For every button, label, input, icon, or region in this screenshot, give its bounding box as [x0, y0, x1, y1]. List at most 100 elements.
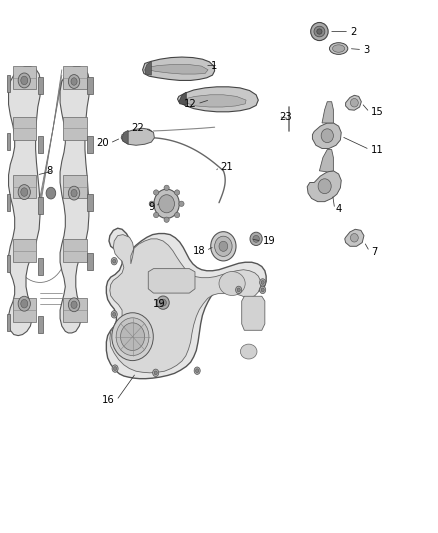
Ellipse shape — [261, 288, 264, 292]
Ellipse shape — [18, 73, 30, 88]
Polygon shape — [145, 61, 151, 75]
Polygon shape — [13, 175, 35, 198]
Ellipse shape — [350, 99, 358, 107]
Ellipse shape — [113, 260, 116, 263]
Ellipse shape — [240, 344, 257, 359]
Ellipse shape — [71, 189, 77, 197]
Ellipse shape — [260, 279, 266, 286]
Ellipse shape — [157, 296, 169, 309]
Polygon shape — [63, 239, 87, 262]
Ellipse shape — [311, 22, 328, 41]
Polygon shape — [13, 66, 35, 90]
Polygon shape — [122, 131, 128, 144]
Ellipse shape — [112, 365, 118, 372]
Ellipse shape — [153, 190, 159, 195]
Ellipse shape — [154, 371, 157, 375]
Ellipse shape — [152, 369, 159, 376]
Polygon shape — [242, 296, 265, 330]
Text: 4: 4 — [336, 204, 342, 214]
Polygon shape — [121, 128, 154, 146]
Ellipse shape — [179, 201, 184, 206]
Ellipse shape — [164, 217, 169, 222]
Polygon shape — [38, 77, 43, 94]
Text: 7: 7 — [371, 247, 377, 256]
Polygon shape — [87, 194, 93, 211]
Text: 8: 8 — [47, 166, 53, 176]
Polygon shape — [346, 95, 361, 110]
Polygon shape — [106, 228, 266, 378]
Ellipse shape — [18, 296, 30, 311]
Polygon shape — [322, 102, 333, 123]
Ellipse shape — [253, 236, 259, 243]
Ellipse shape — [219, 271, 245, 295]
Ellipse shape — [350, 233, 358, 242]
Ellipse shape — [112, 313, 153, 361]
Ellipse shape — [21, 188, 28, 196]
Ellipse shape — [174, 190, 180, 195]
Ellipse shape — [237, 288, 240, 292]
Polygon shape — [87, 136, 93, 153]
Ellipse shape — [153, 212, 159, 217]
Polygon shape — [184, 95, 246, 107]
Ellipse shape — [194, 367, 200, 374]
Ellipse shape — [71, 78, 77, 85]
Polygon shape — [38, 317, 43, 334]
Polygon shape — [312, 123, 341, 149]
Polygon shape — [7, 314, 11, 331]
Polygon shape — [177, 87, 258, 112]
Polygon shape — [38, 136, 43, 153]
Ellipse shape — [160, 299, 166, 306]
Ellipse shape — [149, 201, 154, 206]
Ellipse shape — [332, 45, 345, 52]
Polygon shape — [63, 117, 87, 140]
Text: 20: 20 — [96, 138, 109, 148]
Polygon shape — [179, 92, 186, 105]
Text: 2: 2 — [350, 27, 357, 37]
Ellipse shape — [329, 43, 348, 54]
Ellipse shape — [21, 300, 28, 308]
Ellipse shape — [215, 236, 232, 256]
Ellipse shape — [211, 232, 236, 261]
Ellipse shape — [317, 29, 322, 34]
Polygon shape — [87, 253, 93, 270]
Polygon shape — [110, 235, 261, 373]
Ellipse shape — [260, 286, 266, 294]
Ellipse shape — [68, 186, 80, 200]
Ellipse shape — [261, 280, 264, 284]
Ellipse shape — [18, 184, 30, 199]
Polygon shape — [13, 117, 35, 140]
Ellipse shape — [71, 301, 77, 309]
Polygon shape — [148, 64, 208, 74]
Polygon shape — [13, 239, 35, 262]
Polygon shape — [345, 229, 364, 246]
Ellipse shape — [250, 232, 262, 246]
Ellipse shape — [164, 185, 169, 190]
Text: 21: 21 — [220, 161, 233, 172]
Polygon shape — [38, 258, 43, 275]
Text: 16: 16 — [102, 395, 115, 406]
Text: 1: 1 — [210, 61, 217, 70]
Ellipse shape — [68, 298, 80, 312]
Polygon shape — [60, 67, 90, 333]
Ellipse shape — [111, 311, 117, 318]
Ellipse shape — [314, 26, 325, 37]
Ellipse shape — [68, 75, 80, 88]
Ellipse shape — [174, 212, 180, 217]
Ellipse shape — [113, 312, 116, 316]
Polygon shape — [7, 75, 11, 92]
Text: 15: 15 — [371, 107, 384, 117]
Text: 23: 23 — [279, 111, 292, 122]
Text: 18: 18 — [192, 246, 205, 255]
Ellipse shape — [236, 286, 242, 294]
Ellipse shape — [120, 323, 145, 351]
Polygon shape — [7, 194, 11, 211]
Polygon shape — [87, 77, 93, 94]
Polygon shape — [148, 269, 195, 293]
Text: 19: 19 — [152, 298, 166, 309]
Ellipse shape — [46, 187, 56, 199]
Polygon shape — [63, 175, 87, 198]
Polygon shape — [7, 255, 11, 272]
Ellipse shape — [321, 129, 333, 143]
Polygon shape — [319, 150, 333, 172]
Ellipse shape — [219, 241, 228, 252]
